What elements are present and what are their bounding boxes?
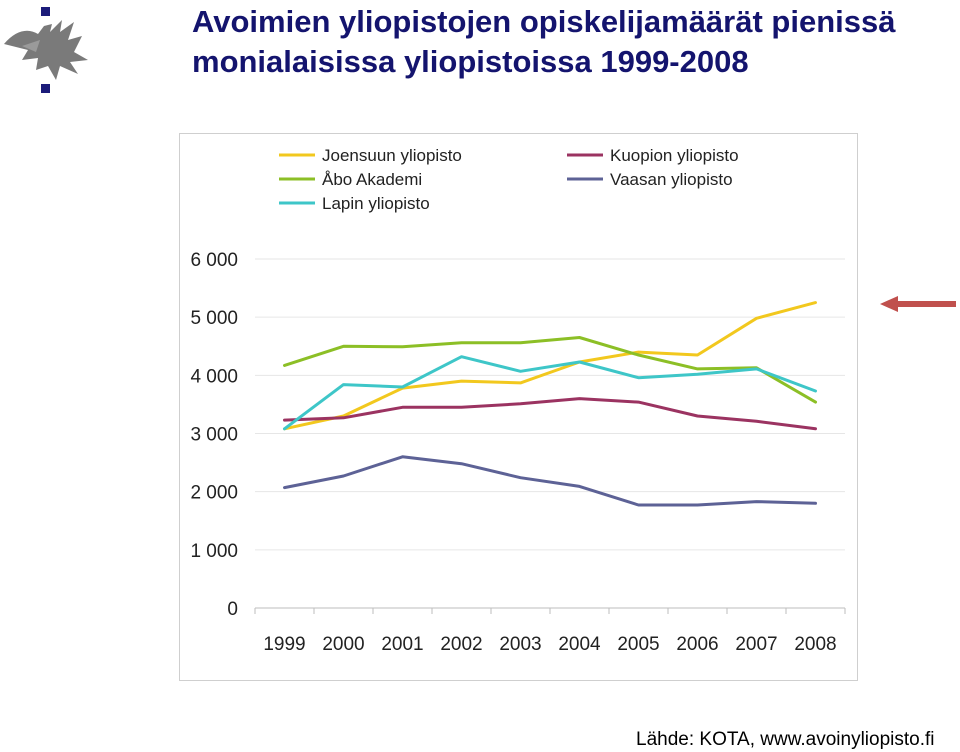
- legend-label: Kuopion yliopisto: [610, 146, 739, 165]
- source-note: Lähde: KOTA, www.avoinyliopisto.fi: [636, 729, 935, 750]
- slide-title: Avoimien yliopistojen opiskelijamäärät p…: [192, 2, 952, 82]
- y-tick-label: 2 000: [190, 483, 238, 504]
- x-tick-label: 2008: [794, 634, 836, 655]
- series-line: [283, 301, 817, 431]
- chart-frame: [179, 133, 858, 681]
- y-axis: 0 1 000 2 000 3 000 4 000 5 000 6 000: [190, 250, 238, 620]
- title-line-2: monialaisissa yliopistoissa 1999-2008: [192, 44, 749, 79]
- series-line: [283, 355, 817, 431]
- x-tick-label: 2006: [676, 634, 718, 655]
- helsinki-university-flame-logo-icon: [4, 7, 88, 93]
- legend-label: Joensuun yliopisto: [322, 146, 462, 165]
- legend-label: Vaasan yliopisto: [610, 170, 733, 189]
- x-tick-label: 2003: [499, 634, 541, 655]
- y-tick-label: 0: [227, 599, 238, 620]
- series-line: [283, 455, 817, 507]
- series-line: [283, 336, 817, 404]
- series-line: [283, 397, 817, 431]
- x-tick-label: 2002: [440, 634, 482, 655]
- y-tick-label: 5 000: [190, 308, 238, 329]
- legend-label: Lapin yliopisto: [322, 194, 430, 213]
- x-tick-label: 1999: [263, 634, 305, 655]
- y-tick-label: 6 000: [190, 250, 238, 271]
- x-tick-label: 2004: [558, 634, 601, 655]
- x-tick-label: 2007: [735, 634, 777, 655]
- title-line-1: Avoimien yliopistojen opiskelijamäärät p…: [192, 4, 896, 39]
- y-tick-label: 3 000: [190, 425, 238, 446]
- x-axis: 1999 2000 2001 2002 2003 2004 2005 2006 2007 2008: [254, 608, 846, 655]
- x-tick-label: 2005: [617, 634, 659, 655]
- y-tick-label: 1 000: [190, 541, 238, 562]
- legend-label: Åbo Akademi: [322, 170, 422, 189]
- x-tick-label: 2001: [381, 634, 423, 655]
- series-lines: [283, 301, 817, 507]
- y-tick-label: 4 000: [190, 366, 238, 387]
- legend: Joensuun yliopisto Kuopion yliopisto Åbo A…: [279, 146, 739, 213]
- x-tick-label: 2000: [322, 634, 364, 655]
- grid: [255, 258, 845, 609]
- left-arrow-icon: [880, 296, 956, 312]
